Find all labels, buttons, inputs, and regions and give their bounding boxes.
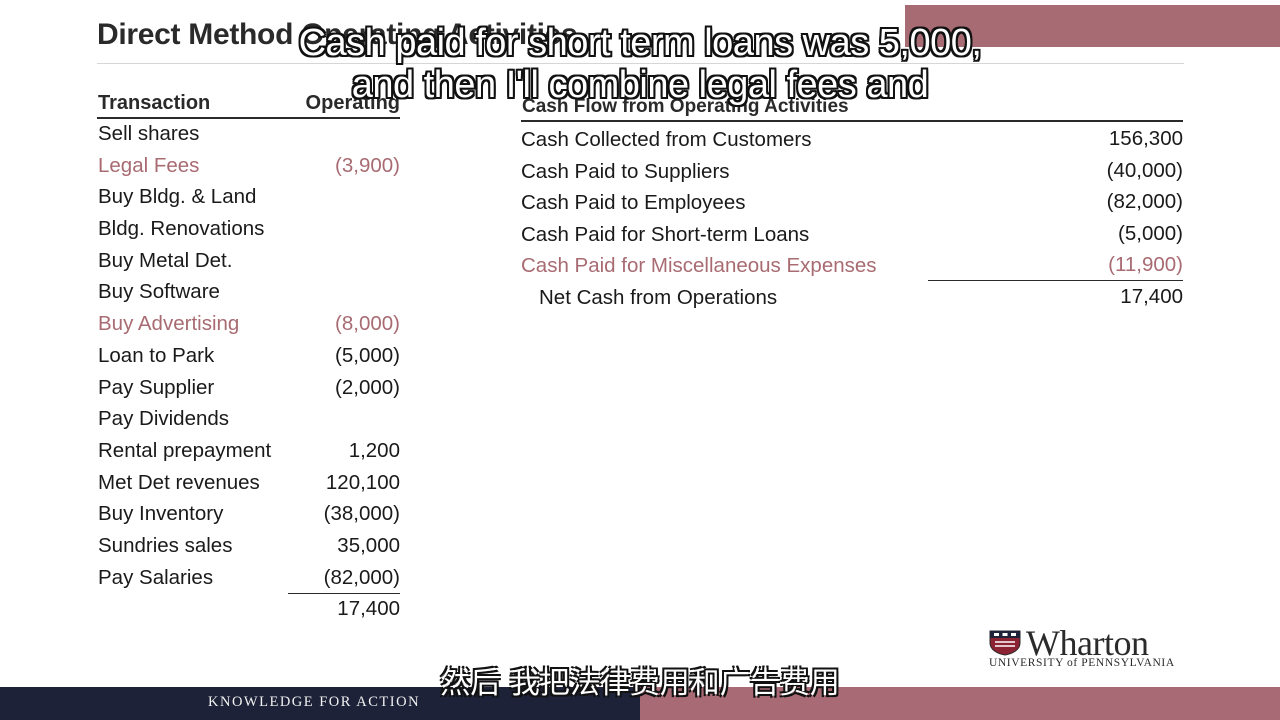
- row-label: Bldg. Renovations: [98, 217, 265, 241]
- row-label: Pay Salaries: [98, 565, 214, 589]
- top-accent-bar: [905, 5, 1280, 47]
- row-label: Met Det revenues: [98, 470, 260, 494]
- row-label: Cash Paid for Miscellaneous Expenses: [521, 254, 877, 278]
- cash-flow-row: Cash Paid for Short-term Loans (5,000): [521, 217, 1183, 249]
- footer-bar-rose: [640, 687, 1280, 720]
- logo-wordmark: Wharton: [1026, 623, 1149, 663]
- transaction-table: Transaction Operating Sell shares Legal …: [97, 90, 400, 626]
- row-value: (11,900): [1108, 253, 1183, 277]
- table-row: Loan to Park (5,000): [97, 341, 400, 373]
- caption-chinese: 然后 我把法律费用和广告费用: [440, 666, 840, 701]
- wharton-logo: Wharton UNIVERSITY of PENNSYLVANIA: [988, 623, 1193, 672]
- row-label: Pay Supplier: [98, 375, 215, 399]
- row-value: (38,000): [323, 502, 400, 526]
- row-value: (2,000): [335, 375, 400, 399]
- row-label: Pay Dividends: [98, 407, 230, 431]
- row-label: Sundries sales: [98, 533, 233, 557]
- row-value: (5,000): [1118, 221, 1183, 245]
- row-value: (82,000): [1106, 190, 1183, 214]
- caption-line-2: and then I'll combine legal fees and: [351, 64, 929, 106]
- row-value: (8,000): [335, 312, 400, 336]
- table-row: Met Det revenues 120,100: [97, 468, 400, 500]
- table-row: Pay Salaries (82,000): [97, 563, 400, 595]
- row-value: 120,100: [325, 470, 400, 494]
- cash-flow-row: Cash Paid for Miscellaneous Expenses (11,…: [521, 248, 1183, 281]
- row-label: Buy Advertising: [98, 312, 240, 336]
- table-row: Sell shares: [97, 119, 400, 151]
- caption-line-1: Cash paid for short term loans was 5,000…: [298, 22, 982, 64]
- row-value: (82,000): [323, 565, 400, 589]
- table-row: Pay Dividends: [97, 404, 400, 436]
- table-row: Sundries sales 35,000: [97, 531, 400, 563]
- table-row: Buy Advertising (8,000): [97, 309, 400, 341]
- row-label: Buy Inventory: [98, 502, 224, 526]
- row-label: Buy Software: [98, 280, 220, 304]
- row-label: Cash Collected from Customers: [521, 128, 812, 151]
- transaction-table-header: Transaction Operating: [97, 90, 400, 119]
- cash-flow-row: Cash Paid to Employees (82,000): [521, 185, 1183, 217]
- row-value: (5,000): [335, 343, 400, 367]
- row-label: Legal Fees: [98, 153, 200, 177]
- footer-tagline: KNOWLEDGE FOR ACTION: [208, 694, 421, 710]
- cash-flow-heading-text: Cash Flow from Operating Activities: [522, 96, 849, 117]
- row-label: Sell shares: [98, 122, 200, 145]
- cash-flow-heading: Cash Flow from Operating Activities: [521, 96, 1183, 122]
- row-label: Cash Paid to Employees: [521, 191, 746, 215]
- table-row: Pay Supplier (2,000): [97, 373, 400, 405]
- row-label: Buy Bldg. & Land: [98, 185, 257, 209]
- penn-shield-icon: [989, 630, 1021, 656]
- column-header-transaction: Transaction: [98, 92, 211, 114]
- row-label: Cash Paid to Suppliers: [521, 159, 730, 183]
- column-header-operating: Operating: [305, 92, 400, 114]
- net-cash-row: Net Cash from Operations 17,400: [521, 280, 1183, 312]
- table-row: Buy Software: [97, 277, 400, 309]
- row-label: Rental prepayment: [98, 438, 272, 462]
- net-cash-value: 17,400: [1120, 284, 1183, 308]
- table-row: Buy Inventory (38,000): [97, 499, 400, 531]
- table-row: Bldg. Renovations: [97, 214, 400, 246]
- total-rule: [288, 593, 400, 595]
- cash-flow-table: Cash Flow from Operating Activities Cash…: [521, 96, 1183, 312]
- table-row: Buy Bldg. & Land: [97, 182, 400, 214]
- row-label: Loan to Park: [98, 343, 215, 367]
- row-label: Buy Metal Det.: [98, 248, 233, 272]
- table-row: Buy Metal Det.: [97, 246, 400, 278]
- slide-title: Direct Method Operating Activities: [97, 18, 578, 51]
- row-label: Cash Paid for Short-term Loans: [521, 222, 810, 246]
- total-value: 17,400: [337, 597, 400, 621]
- row-value: 1,200: [348, 438, 400, 462]
- table-row: Rental prepayment 1,200: [97, 436, 400, 468]
- row-value: (3,900): [335, 153, 400, 177]
- logo-subtitle: UNIVERSITY of PENNSYLVANIA: [989, 657, 1175, 669]
- total-row: 17,400: [97, 594, 400, 626]
- row-value: 35,000: [337, 533, 400, 557]
- cash-flow-row: Cash Collected from Customers 156,300: [521, 122, 1183, 154]
- table-row: Legal Fees (3,900): [97, 151, 400, 183]
- footer-bar-navy: [0, 687, 640, 720]
- title-divider: [97, 63, 1184, 64]
- cash-flow-row: Cash Paid to Suppliers (40,000): [521, 154, 1183, 186]
- row-value: (40,000): [1106, 158, 1183, 182]
- row-value: 156,300: [1108, 127, 1183, 150]
- net-cash-label: Net Cash from Operations: [539, 285, 778, 309]
